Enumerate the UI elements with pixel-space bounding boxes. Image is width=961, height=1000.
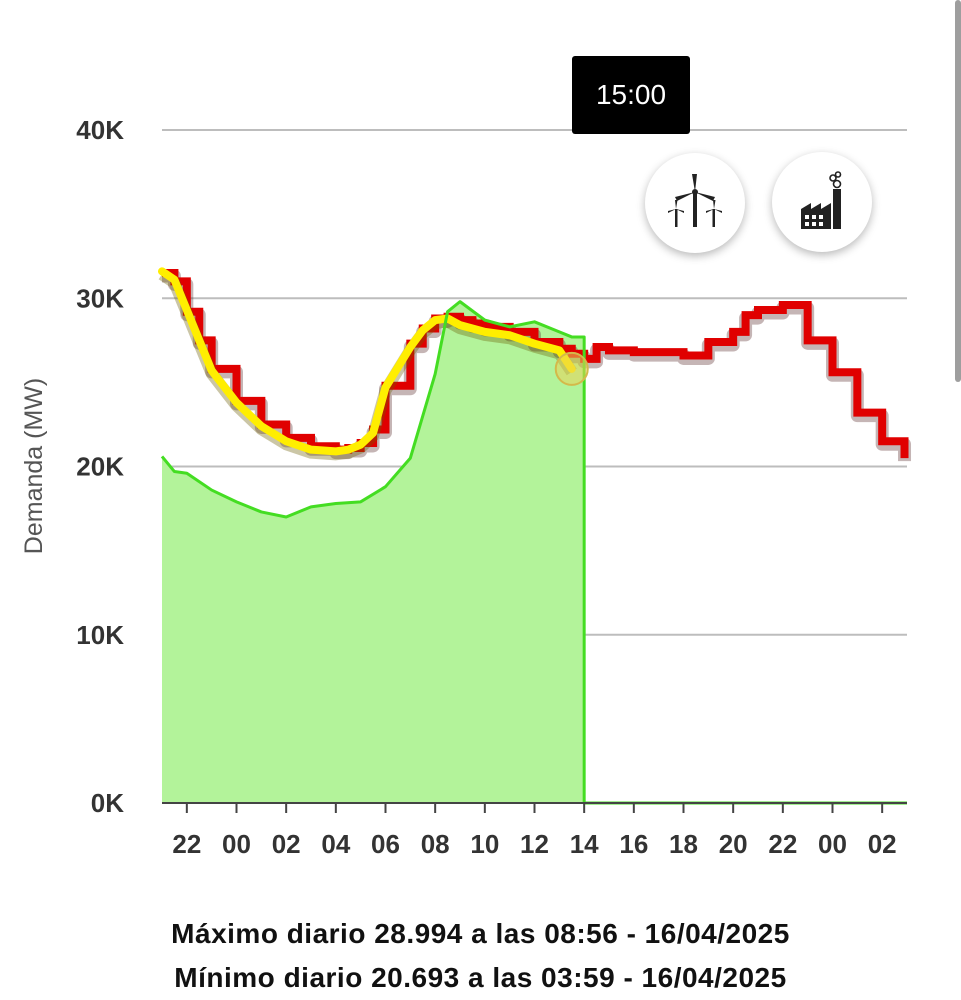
x-axis (162, 802, 907, 813)
renewables-button[interactable] (645, 153, 745, 253)
y-tick-label: 10K (76, 620, 124, 650)
factory-icon (799, 170, 845, 234)
x-tick-label: 00 (222, 829, 251, 859)
time-tooltip: 15:00 (572, 56, 690, 134)
tooltip-time: 15:00 (595, 79, 667, 110)
daily-summary: Máximo diario 28.994 a las 08:56 - 16/04… (0, 912, 961, 1000)
x-tick-label: 00 (818, 829, 847, 859)
series-lines[interactable] (158, 267, 912, 805)
y-tick-label: 40K (76, 115, 124, 145)
hover-marker (554, 351, 589, 386)
x-tick-label: 02 (272, 829, 301, 859)
x-tick-label: 04 (321, 829, 350, 859)
x-tick-label: 20 (719, 829, 748, 859)
y-tick-label: 0K (91, 788, 124, 818)
conventional-button[interactable] (772, 152, 872, 252)
x-tick-label: 02 (868, 829, 897, 859)
y-tick-label: 20K (76, 452, 124, 482)
x-tick-label: 10 (470, 829, 499, 859)
scheduled-line[interactable] (158, 267, 576, 456)
y-axis-ticks: 0K 10K 20K 30K 40K (76, 115, 124, 818)
x-tick-label: 12 (520, 829, 549, 859)
y-tick-label: 30K (76, 283, 124, 313)
x-tick-label: 22 (768, 829, 797, 859)
forecast-line[interactable] (162, 269, 909, 459)
scrollbar[interactable] (955, 0, 961, 382)
real-demand-line[interactable] (160, 300, 907, 805)
wind-turbine-icon (665, 173, 725, 234)
real-demand-area (162, 301, 907, 803)
daily-max-text: Máximo diario 28.994 a las 08:56 - 16/04… (171, 918, 790, 949)
x-tick-label: 16 (619, 829, 648, 859)
x-tick-label: 18 (669, 829, 698, 859)
x-axis-ticks: 22 00 02 04 06 08 10 12 14 16 18 20 22 00 02 (172, 829, 896, 859)
x-tick-label: 22 (172, 829, 201, 859)
x-tick-label: 06 (371, 829, 400, 859)
daily-min-text: Mínimo diario 20.693 a las 03:59 - 16/04… (174, 962, 787, 993)
y-axis-label: Demanda (MW) (20, 378, 48, 554)
x-tick-label: 14 (570, 829, 599, 859)
x-tick-label: 08 (421, 829, 450, 859)
demand-chart[interactable]: 0K 10K 20K 30K 40K Demanda (MW) 22 00 02 04 06 08… (0, 0, 961, 900)
